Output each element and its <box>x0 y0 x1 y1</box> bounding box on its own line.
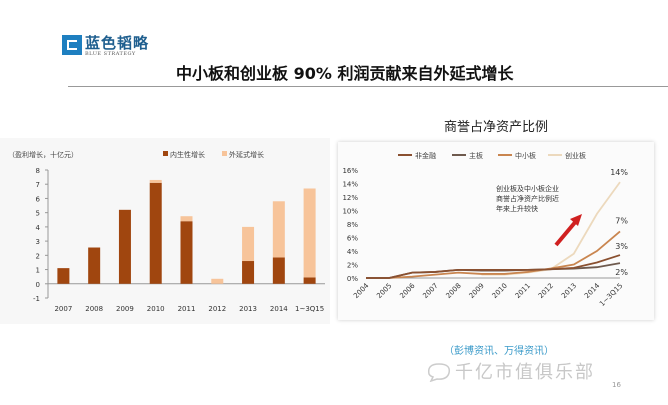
y-tick-label: 5 <box>36 210 40 218</box>
x-tick-label: 2012 <box>537 282 555 300</box>
y-tick-label: 3 <box>36 238 40 246</box>
right-chart-title: 商誉占净资产比例 <box>444 120 549 135</box>
y-tick-label: 7 <box>36 181 40 189</box>
legend-swatch <box>163 151 168 156</box>
legend-label: 中小板 <box>515 151 536 160</box>
x-tick-label: 1~3Q15 <box>598 282 624 308</box>
x-tick-label: 1~3Q15 <box>295 305 324 313</box>
watermark: 千亿市值俱乐部 <box>455 362 595 383</box>
page-title: 中小板和创业板 90% 利润贡献来自外延式增长 <box>176 64 514 83</box>
annotation-text: 创业板及中小板企业 <box>496 184 559 193</box>
logo-en: BLUE STRATEGY <box>85 51 136 57</box>
y-tick-label: -1 <box>33 295 40 303</box>
x-tick-label: 2009 <box>468 282 486 300</box>
logo-cn: 蓝色韬略 <box>85 34 150 52</box>
annotation-text: 商誉占净资产比例近 <box>496 194 559 203</box>
legend-label: 创业板 <box>565 151 586 160</box>
title-divider <box>68 86 668 87</box>
x-tick-label: 2005 <box>375 282 393 300</box>
source-note: （彭博资讯、万得资讯） <box>444 346 554 357</box>
logo: 蓝色韬略 BLUE STRATEGY <box>62 35 149 57</box>
y-tick-label: 12% <box>342 194 358 202</box>
bar-内生性增长 <box>180 221 193 284</box>
x-tick-label: 2014 <box>583 281 602 300</box>
y-tick-label: 8% <box>347 221 358 229</box>
annotation-text: 年来上升较快 <box>496 204 538 213</box>
bar-外延式增长 <box>211 278 224 284</box>
bar-内生性增长 <box>149 182 162 284</box>
trend-arrow-head-icon <box>570 214 582 226</box>
x-tick-label: 2011 <box>178 305 196 313</box>
legend-swatch <box>222 151 227 156</box>
y-tick-label: 6% <box>347 235 358 243</box>
x-tick-label: 2013 <box>239 305 257 313</box>
y-tick-label: 16% <box>342 167 358 175</box>
legend-label: 主板 <box>469 151 483 160</box>
x-tick-label: 2010 <box>491 282 509 300</box>
y-tick-label: 10% <box>342 208 358 216</box>
y-tick-label: 2% <box>347 262 358 270</box>
bar-内生性增长 <box>272 257 285 284</box>
x-tick-label: 2007 <box>54 305 72 313</box>
bar-外延式增长 <box>180 216 193 222</box>
trend-arrow-icon <box>554 218 579 247</box>
end-label: 3% <box>615 242 628 251</box>
x-tick-label: 2008 <box>85 305 103 313</box>
bar-内生性增长 <box>303 277 316 284</box>
right-chart-panel <box>338 142 654 320</box>
x-tick-label: 2008 <box>445 282 463 300</box>
y-tick-label: 0 <box>36 281 40 289</box>
x-tick-label: 2007 <box>421 282 439 300</box>
x-tick-label: 2014 <box>270 305 288 313</box>
series-line-中小板 <box>366 230 621 279</box>
end-label: 14% <box>610 168 628 177</box>
x-tick-label: 2006 <box>398 281 417 300</box>
y-axis-label: （盈利增长，十亿元） <box>8 150 78 159</box>
x-tick-label: 2004 <box>352 281 371 300</box>
logo-mark-icon <box>62 35 82 55</box>
y-tick-label: 4 <box>36 224 41 232</box>
bar-内生性增长 <box>118 209 131 284</box>
y-tick-label: 2 <box>36 252 40 260</box>
bar-内生性增长 <box>57 268 70 284</box>
x-tick-label: 2012 <box>208 305 226 313</box>
x-tick-label: 2013 <box>560 282 578 300</box>
end-label: 2% <box>615 268 628 277</box>
y-tick-label: 8 <box>36 167 40 175</box>
y-tick-label: 14% <box>342 181 358 189</box>
y-tick-label: 6 <box>36 195 41 203</box>
y-tick-label: 1 <box>36 267 40 275</box>
series-line-非金融 <box>366 254 621 279</box>
bar-外延式增长 <box>149 179 162 183</box>
bar-外延式增长 <box>242 226 255 262</box>
x-tick-label: 2009 <box>116 305 134 313</box>
wechat-icon <box>427 363 451 382</box>
page-number: 16 <box>612 381 621 389</box>
y-tick-label: 0% <box>347 275 358 283</box>
bar-外延式增长 <box>303 188 316 278</box>
y-tick-label: 4% <box>347 248 358 256</box>
bar-内生性增长 <box>88 247 101 284</box>
bar-外延式增长 <box>272 201 285 258</box>
legend-label: 内生性增长 <box>170 150 205 159</box>
x-tick-label: 2010 <box>147 305 165 313</box>
legend-label: 外延式增长 <box>229 150 264 159</box>
bar-内生性增长 <box>242 261 255 284</box>
legend-label: 非金融 <box>415 151 436 160</box>
end-label: 7% <box>615 216 628 225</box>
x-tick-label: 2011 <box>514 282 532 300</box>
